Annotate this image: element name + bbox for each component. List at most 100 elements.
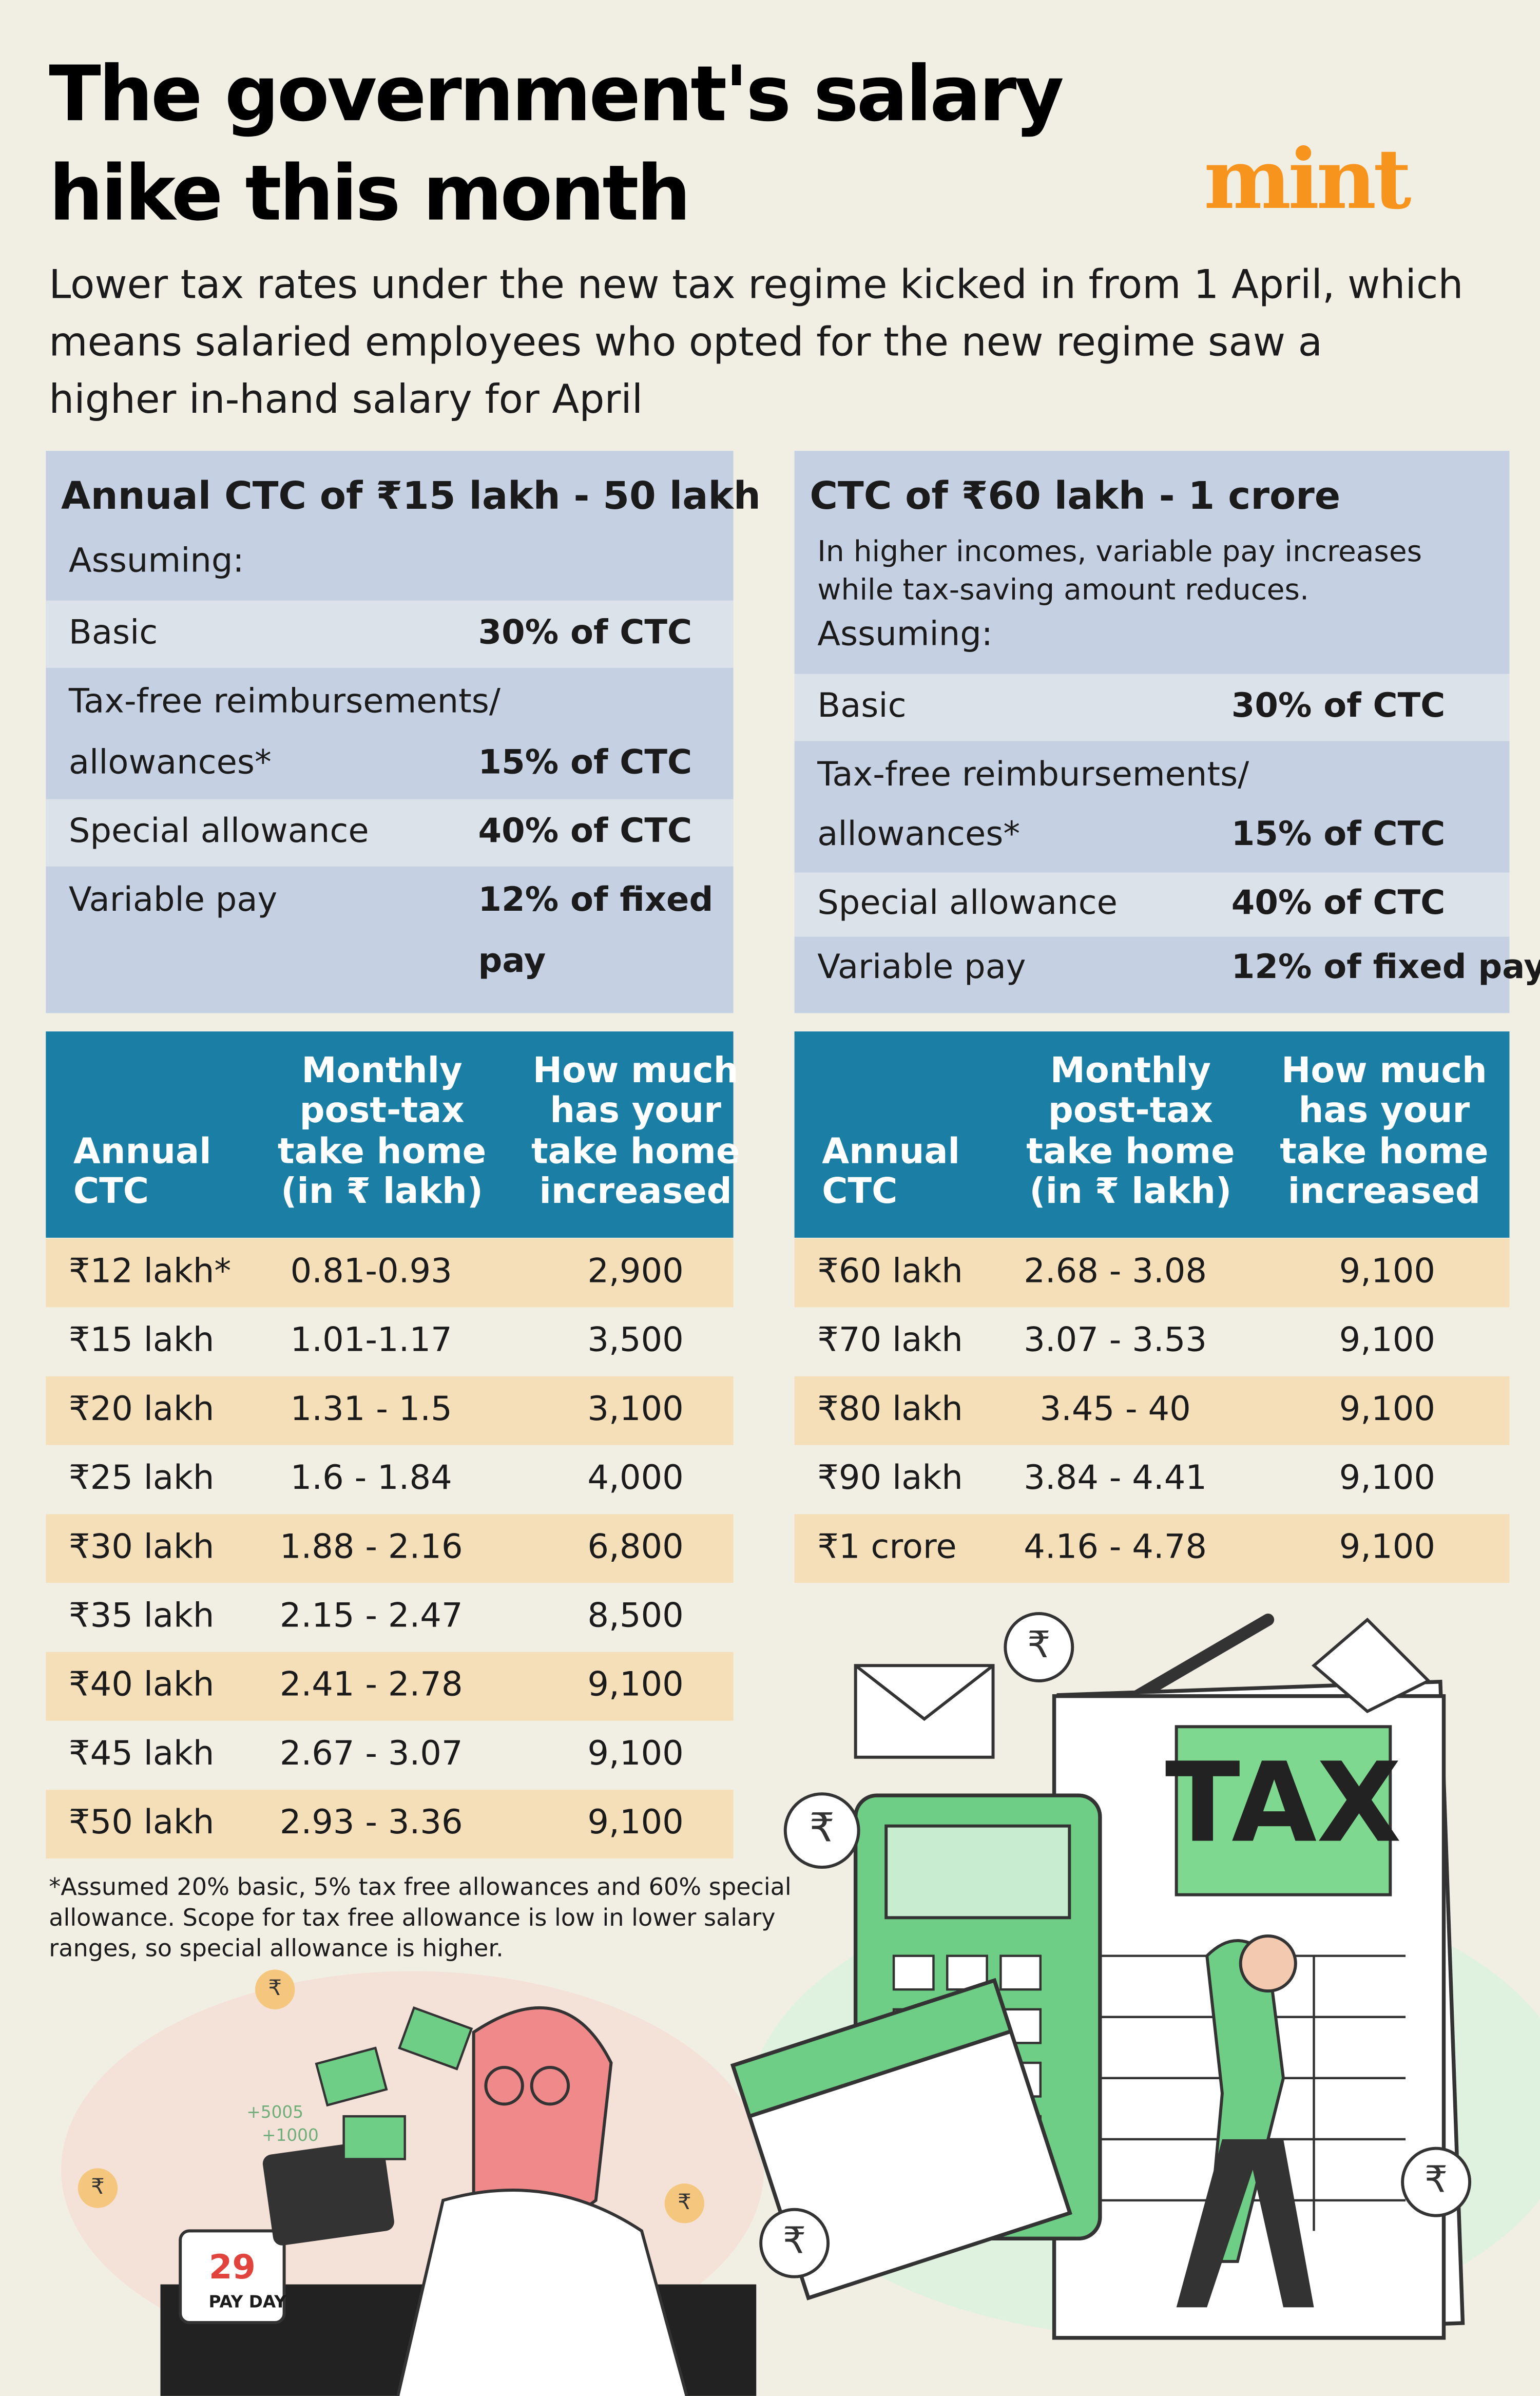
- title-line: The government's salary: [49, 50, 1063, 139]
- table-cell: 3.07 - 3.53: [1024, 1320, 1207, 1359]
- assumption-label: Variable pay: [817, 947, 1026, 986]
- table-cell: ₹25 lakh: [69, 1458, 215, 1497]
- table-header-text: take home: [278, 1131, 486, 1172]
- assumption-label: Tax-free reimbursements/: [817, 755, 1249, 794]
- subtitle-line: Lower tax rates under the new tax regime…: [49, 262, 1463, 308]
- footnote-line: allowance. Scope for tax free allowance …: [49, 1904, 775, 1931]
- table-cell: 9,100: [1339, 1527, 1435, 1566]
- table-cell: 3.45 - 40: [1040, 1389, 1190, 1428]
- table-header-text: How much: [1281, 1050, 1487, 1091]
- assumption-value: 40% of CTC: [1231, 883, 1446, 922]
- assumption-label: Basic: [69, 612, 158, 651]
- table-cell: 9,100: [587, 1803, 683, 1842]
- table-header-text: CTC: [73, 1171, 149, 1212]
- title-line: hike this month: [49, 149, 688, 238]
- table-cell: 4.16 - 4.78: [1024, 1527, 1207, 1566]
- tax-label: TAX: [1165, 1739, 1402, 1867]
- table-cell: 2.68 - 3.08: [1024, 1251, 1207, 1290]
- table-cell: ₹50 lakh: [69, 1803, 215, 1842]
- panel-title: CTC of ₹60 lakh - 1 crore: [810, 473, 1340, 518]
- table-cell: 2.67 - 3.07: [280, 1734, 463, 1773]
- panel-note: In higher incomes, variable pay increase…: [817, 535, 1422, 568]
- table-cell: 3,500: [587, 1320, 683, 1359]
- rupee-icon: ₹: [678, 2189, 691, 2214]
- calendar-label: PAY DAY: [208, 2292, 287, 2311]
- rupee-icon: ₹: [1424, 2158, 1448, 2201]
- footnote-line: *Assumed 20% basic, 5% tax free allowanc…: [49, 1873, 792, 1901]
- table-header-text: has your: [550, 1089, 721, 1130]
- table-header-text: increased: [539, 1171, 732, 1212]
- assumption-label: allowances*: [69, 742, 272, 781]
- table-cell: 2.15 - 2.47: [280, 1596, 463, 1635]
- subtitle-line: means salaried employees who opted for t…: [49, 319, 1322, 365]
- table-header-text: (in ₹ lakh): [1029, 1171, 1231, 1212]
- bonus-label: +5005: [246, 2102, 303, 2122]
- table-cell: ₹12 lakh*: [69, 1251, 231, 1290]
- table-header-text: Annual: [73, 1131, 211, 1172]
- table-cell: 9,100: [1339, 1320, 1435, 1359]
- table-row-band: [46, 1652, 734, 1721]
- bonus-label: +1000: [262, 2125, 319, 2145]
- table-cell: 9,100: [587, 1734, 683, 1773]
- row-band: [46, 799, 734, 867]
- assumption-label: allowances*: [817, 814, 1020, 853]
- assumption-value: pay: [478, 941, 546, 980]
- table-header: [46, 1031, 734, 1238]
- table-header-text: post-tax: [1048, 1089, 1213, 1130]
- assumption-label: Special allowance: [817, 883, 1118, 922]
- rupee-icon: ₹: [783, 2219, 806, 2262]
- table-row-band: [46, 1238, 734, 1308]
- table-header-text: has your: [1299, 1089, 1470, 1130]
- table-header-text: Monthly: [301, 1050, 462, 1091]
- row-band: [794, 872, 1510, 937]
- assumption-value: 15% of CTC: [478, 742, 692, 781]
- table-row-band: [46, 1790, 734, 1859]
- table-cell: 1.6 - 1.84: [291, 1458, 452, 1497]
- table-cell: ₹1 crore: [817, 1527, 956, 1566]
- assumption-value: 40% of CTC: [478, 811, 692, 850]
- table-header-text: CTC: [822, 1171, 897, 1212]
- logo: mint: [1204, 130, 1411, 227]
- table-cell: ₹80 lakh: [817, 1389, 962, 1428]
- table-row-band: [46, 1514, 734, 1583]
- table-cell: 1.88 - 2.16: [280, 1527, 463, 1566]
- subtitle-line: higher in-hand salary for April: [49, 376, 643, 423]
- panel-note: while tax-saving amount reduces.: [817, 573, 1309, 607]
- assumption-label: Variable pay: [69, 880, 277, 919]
- assuming-label: Assuming:: [69, 541, 244, 580]
- rupee-icon: ₹: [1027, 1623, 1050, 1666]
- table-cell: ₹35 lakh: [69, 1596, 215, 1635]
- table-row-band: [46, 1376, 734, 1445]
- assumption-label: Tax-free reimbursements/: [68, 681, 501, 720]
- table-header-text: How much: [533, 1050, 739, 1091]
- table-cell: ₹20 lakh: [69, 1389, 215, 1428]
- table-cell: ₹30 lakh: [69, 1527, 215, 1566]
- table-cell: 9,100: [1339, 1389, 1435, 1428]
- table-row-band: [794, 1514, 1510, 1583]
- table-header-text: Annual: [822, 1131, 960, 1172]
- table-cell: 3,100: [587, 1389, 683, 1428]
- table-cell: ₹15 lakh: [69, 1320, 215, 1359]
- table-cell: 9,100: [1339, 1251, 1435, 1290]
- assumption-label: Basic: [817, 686, 906, 725]
- table-header-text: (in ₹ lakh): [281, 1171, 483, 1212]
- calendar-date: 29: [209, 2248, 256, 2287]
- table-row-band: [794, 1376, 1510, 1445]
- table-cell: 6,800: [587, 1527, 683, 1566]
- illustration: [61, 1612, 1540, 2396]
- assuming-label: Assuming:: [817, 614, 993, 653]
- panel-title: Annual CTC of ₹15 lakh - 50 lakh: [61, 473, 761, 518]
- table-header-text: take home: [531, 1131, 740, 1172]
- assumption-value: 15% of CTC: [1231, 814, 1446, 853]
- table-cell: 4,000: [587, 1458, 683, 1497]
- table-header-text: increased: [1288, 1171, 1480, 1212]
- table-header-text: take home: [1280, 1131, 1488, 1172]
- table-cell: 3.84 - 4.41: [1024, 1458, 1207, 1497]
- assumption-label: Special allowance: [69, 811, 369, 850]
- rupee-icon: ₹: [268, 1975, 282, 2000]
- table-cell: 9,100: [1339, 1458, 1435, 1497]
- table-header-text: Monthly: [1050, 1050, 1211, 1091]
- table-header: [794, 1031, 1510, 1238]
- assumption-value: 30% of CTC: [1231, 686, 1446, 725]
- table-cell: ₹45 lakh: [69, 1734, 215, 1773]
